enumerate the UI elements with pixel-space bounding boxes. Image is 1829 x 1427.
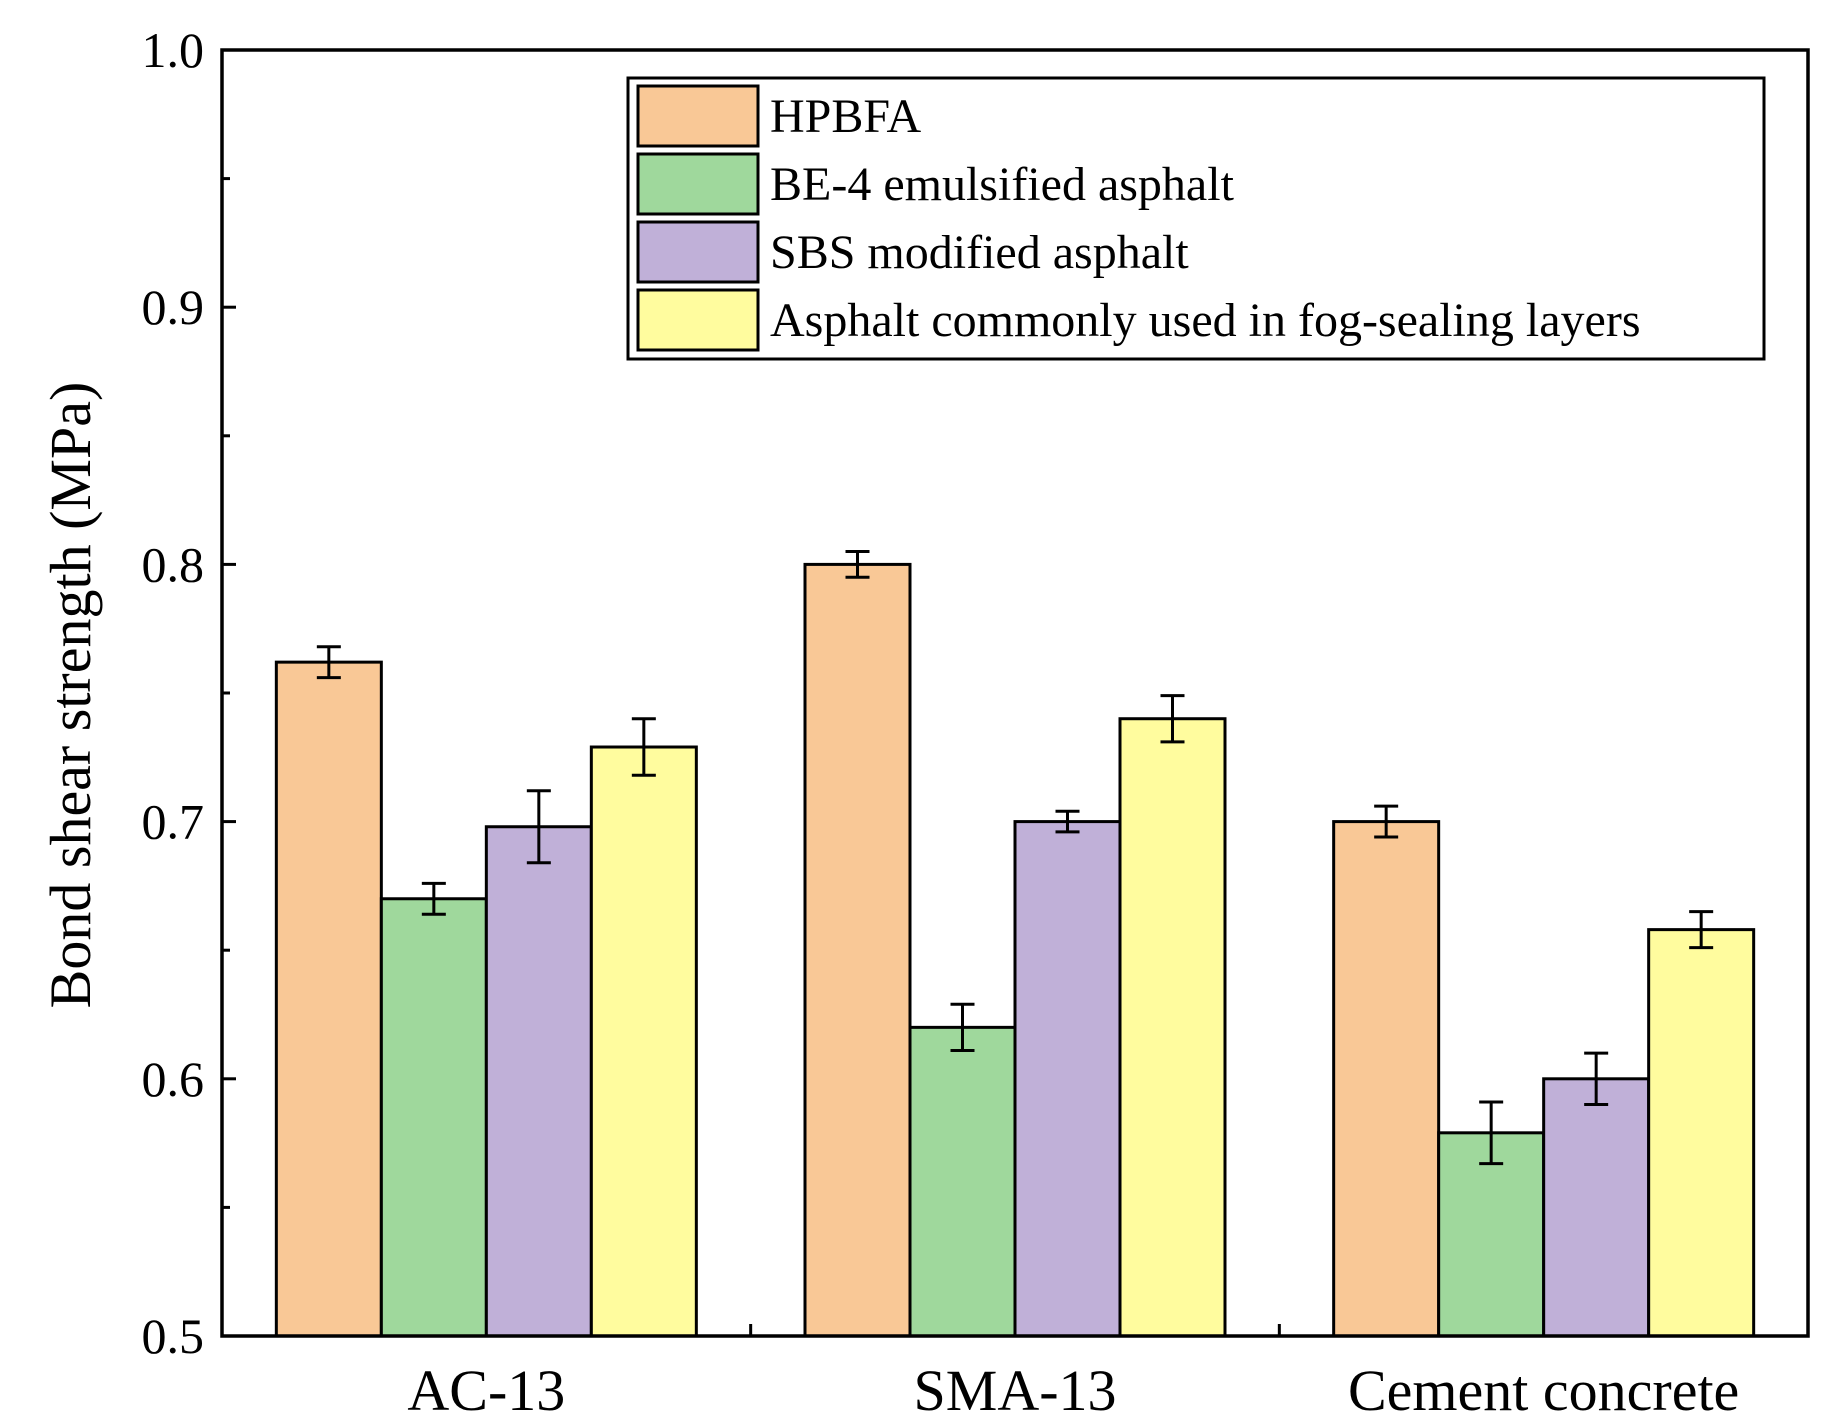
legend-swatch-1	[636, 84, 760, 148]
x-category-label: SMA-13	[913, 1358, 1116, 1423]
bar-2-2	[908, 1025, 1017, 1338]
legend-swatch-2	[636, 152, 760, 216]
legend-swatch-3	[636, 220, 760, 284]
bar-4-1	[589, 745, 698, 1338]
axis-layer: AC-13 SMA-13 Cement concrete 0.5 0.6 0.7 0.8 0.…	[142, 22, 1810, 1423]
bar-4-2	[1118, 717, 1227, 1338]
y-axis-title: Bond shear strength (MPa)	[38, 382, 103, 1009]
bars-layer	[274, 550, 1756, 1338]
bar-1-3	[1332, 820, 1441, 1338]
y-tick-label: 0.6	[142, 1051, 205, 1107]
bar-1-2	[803, 562, 912, 1338]
y-tick-label: 0.8	[142, 536, 205, 592]
bar-3-2	[1013, 820, 1122, 1338]
y-tick-label: 0.7	[142, 794, 205, 850]
y-tick-label: 0.9	[142, 279, 205, 335]
legend-label-2: BE-4 emulsified asphalt	[770, 158, 1235, 211]
bar-1-1	[274, 660, 383, 1338]
x-category-label: Cement concrete	[1348, 1358, 1739, 1423]
legend-swatch-4	[636, 288, 760, 352]
y-tick-label: 0.5	[142, 1308, 205, 1364]
bar-3-3	[1542, 1077, 1651, 1338]
x-category-label: AC-13	[407, 1358, 565, 1423]
legend-label-1: HPBFA	[770, 90, 922, 143]
bar-4-3	[1647, 928, 1756, 1338]
legend-box	[626, 76, 1766, 361]
bar-3-1	[484, 825, 593, 1338]
legend-label-4: Asphalt commonly used in fog-sealing lay…	[770, 294, 1641, 347]
legend-label-3: SBS modified asphalt	[770, 226, 1189, 279]
bar-2-1	[379, 897, 488, 1338]
legend: HPBFA BE-4 emulsified asphalt SBS modified…	[626, 76, 1766, 361]
y-tick-label: 1.0	[142, 22, 205, 78]
